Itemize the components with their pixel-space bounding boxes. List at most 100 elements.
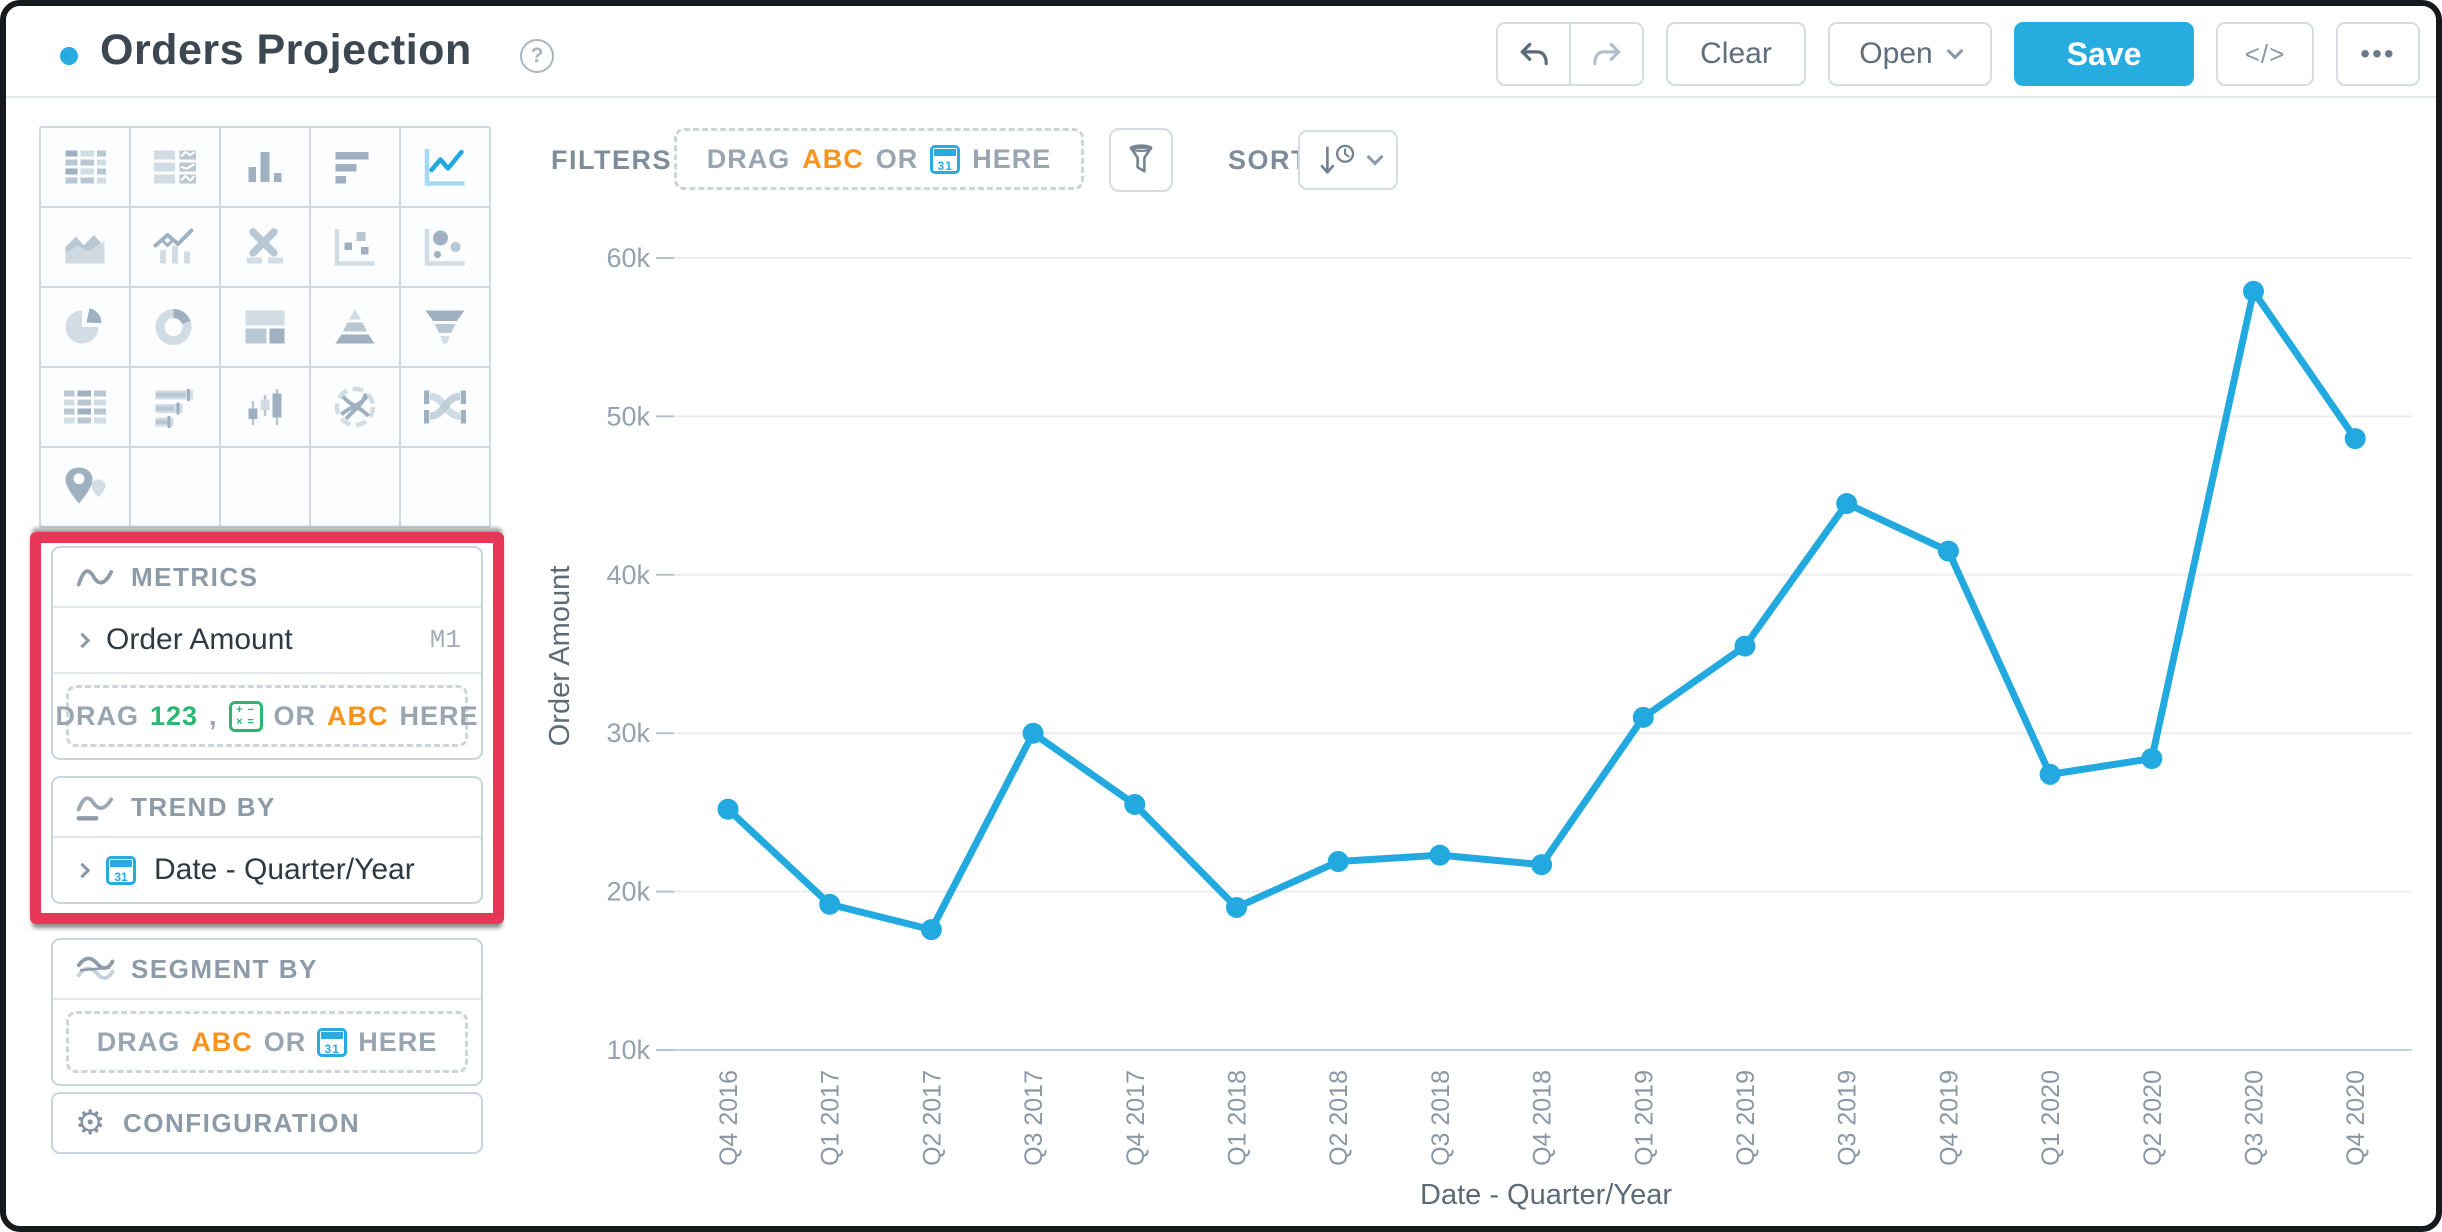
chevron-right-icon: [74, 632, 91, 648]
chevron-right-icon: [74, 862, 91, 878]
chart-type-combo-chart[interactable]: [131, 208, 219, 286]
metrics-dropzone[interactable]: DRAG 123 , OR ABC HERE: [55, 685, 478, 747]
y-tick-label: 50k: [606, 401, 650, 431]
data-point-q3-2019[interactable]: [1836, 493, 1858, 515]
filter-button[interactable]: [1109, 128, 1173, 192]
data-point-q2-2020[interactable]: [2141, 748, 2163, 770]
filters-label: FILTERS: [551, 145, 672, 175]
chart-type-donut-chart[interactable]: [131, 288, 219, 366]
segment-by-panel: SEGMENT BY DRAG ABC OR HERE: [51, 938, 483, 1086]
undo-icon: [1520, 42, 1548, 66]
metrics-header: METRICS: [53, 548, 481, 606]
chart-type-icon: [334, 386, 376, 428]
x-tick-label: Q2 2017: [918, 1070, 946, 1166]
numeric-field-token: 123: [149, 700, 199, 731]
chevron-down-icon: [1366, 148, 1384, 166]
x-tick-label: Q3 2019: [1834, 1070, 1862, 1166]
chart-type-pyramid-chart[interactable]: [311, 288, 399, 366]
funnel-icon: [1129, 144, 1153, 173]
dropzone-text: HERE: [399, 700, 479, 731]
chart-type-treemap-chart[interactable]: [221, 288, 309, 366]
chart-type-icon: [248, 152, 282, 182]
text-field-token: ABC: [191, 1026, 253, 1057]
data-point-q4-2019[interactable]: [1937, 540, 1959, 562]
metrics-panel: METRICS Order Amount M1 DRAG 123 , OR AB…: [51, 546, 483, 760]
chart-type-map-chart[interactable]: [41, 448, 129, 526]
filters-dropzone[interactable]: DRAG ABC OR HERE: [674, 128, 1084, 190]
chart-type-icon: [335, 309, 375, 344]
data-point-q3-2020[interactable]: [2243, 280, 2264, 302]
x-tick-label: Q2 2019: [1732, 1070, 1760, 1166]
chart-type-icon: [245, 310, 285, 344]
more-options-button[interactable]: •••: [2336, 22, 2420, 86]
chart-type-icon: [65, 150, 106, 184]
chart-type-pie-chart[interactable]: [41, 288, 129, 366]
data-point-q4-2017[interactable]: [1124, 793, 1146, 815]
chart-type-icon: [153, 228, 194, 264]
chart-type-candlestick-chart[interactable]: [221, 368, 309, 446]
segment-by-title: SEGMENT BY: [131, 953, 318, 984]
dropzone-text: HERE: [358, 1026, 438, 1057]
segment-by-dropzone[interactable]: DRAG ABC OR HERE: [66, 1011, 468, 1073]
gear-icon: ⚙: [75, 1103, 107, 1143]
data-point-q2-2019[interactable]: [1734, 635, 1756, 657]
chart-type-empty: [221, 448, 309, 526]
data-point-q3-2018[interactable]: [1429, 844, 1451, 866]
trend-item-date-quarter-year[interactable]: Date - Quarter/Year: [53, 838, 481, 902]
chart-type-icon: [334, 229, 375, 266]
chart-type-table[interactable]: [41, 128, 129, 206]
chart-type-x-chart[interactable]: [221, 208, 309, 286]
chart-type-pivot-table[interactable]: [41, 368, 129, 446]
x-tick-label: Q2 2018: [1325, 1070, 1353, 1166]
undo-button[interactable]: [1498, 24, 1569, 84]
data-point-q2-2017[interactable]: [920, 919, 942, 941]
clear-button[interactable]: Clear: [1666, 22, 1806, 86]
data-point-q1-2020[interactable]: [2039, 763, 2061, 785]
y-tick-label: 20k: [606, 877, 650, 907]
chart-type-line-chart-selected[interactable]: [401, 128, 489, 206]
chart-type-bar-chart[interactable]: [311, 128, 399, 206]
data-point-q4-2016[interactable]: [717, 798, 739, 820]
help-icon[interactable]: ?: [520, 39, 554, 73]
x-tick-label: Q3 2020: [2241, 1070, 2269, 1166]
chart-type-area-chart[interactable]: [41, 208, 129, 286]
dropzone-text: DRAG: [706, 143, 791, 174]
sort-button[interactable]: [1298, 130, 1398, 190]
save-button[interactable]: Save: [2014, 22, 2194, 86]
data-point-q1-2017[interactable]: [819, 893, 841, 915]
data-point-q4-2020[interactable]: [2344, 428, 2366, 450]
chart-type-bubble-chart[interactable]: [401, 208, 489, 286]
data-point-q2-2018[interactable]: [1327, 851, 1349, 873]
dropzone-text: OR: [263, 1026, 307, 1057]
data-point-q1-2019[interactable]: [1632, 706, 1654, 728]
chart-type-empty: [401, 448, 489, 526]
dropzone-text: DRAG: [96, 1026, 181, 1057]
chart-type-icon: [64, 390, 106, 424]
data-point-q4-2018[interactable]: [1531, 854, 1553, 876]
open-button[interactable]: Open: [1828, 22, 1992, 86]
data-point-q3-2017[interactable]: [1022, 722, 1044, 744]
x-tick-label: Q1 2018: [1224, 1070, 1252, 1166]
x-tick-label: Q1 2017: [817, 1070, 845, 1166]
configuration-panel[interactable]: ⚙ CONFIGURATION: [51, 1092, 483, 1154]
chart-type-summary-table[interactable]: [131, 128, 219, 206]
chart-type-scatter-plot[interactable]: [311, 208, 399, 286]
chart-type-bullet-chart[interactable]: [131, 368, 219, 446]
redo-button[interactable]: [1569, 24, 1642, 84]
data-point-q1-2018[interactable]: [1226, 896, 1247, 918]
chart-type-funnel-chart[interactable]: [401, 288, 489, 366]
chart-type-column-chart[interactable]: [221, 128, 309, 206]
trend-line[interactable]: [724, 287, 2359, 934]
y-axis-title: Order Amount: [544, 566, 576, 747]
trend-by-title: TREND BY: [131, 791, 276, 822]
metric-item-order-amount[interactable]: Order Amount M1: [53, 608, 481, 672]
metric-item-label: Order Amount: [106, 623, 293, 656]
x-tick-label: Q2 2020: [2139, 1070, 2167, 1166]
chart-type-sankey-diagram[interactable]: [401, 368, 489, 446]
chart-type-chord-diagram[interactable]: [311, 368, 399, 446]
embed-code-button[interactable]: </>: [2216, 22, 2314, 86]
x-tick-label: Q4 2020: [2342, 1070, 2370, 1166]
segment-by-header: SEGMENT BY: [53, 940, 481, 998]
segment-waves-icon: [76, 956, 115, 980]
chart-type-icon: [247, 228, 283, 264]
